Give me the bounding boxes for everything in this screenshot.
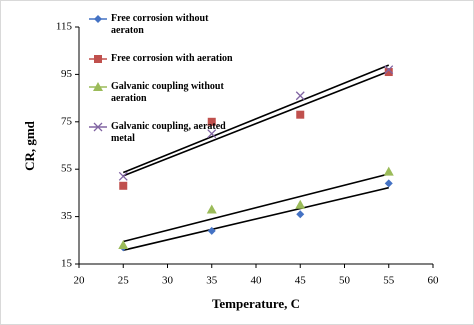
x-tick-label: 25 bbox=[118, 275, 130, 287]
marker bbox=[118, 171, 128, 181]
legend-entry: Free corrosion with aeration bbox=[87, 53, 241, 65]
x-tick-label: 50 bbox=[339, 275, 351, 287]
y-axis-label: CR, gmd bbox=[22, 120, 37, 171]
legend-entry: Galvanic coupling, aerated metal bbox=[87, 121, 241, 145]
marker bbox=[207, 129, 217, 139]
x-axis-label: Temperature, C bbox=[212, 296, 300, 311]
legend-label: Galvanic coupling without aeration bbox=[111, 81, 224, 104]
marker bbox=[384, 65, 394, 75]
legend-swatch bbox=[89, 82, 107, 91]
x-tick-label: 30 bbox=[162, 275, 174, 287]
legend-swatch bbox=[89, 55, 107, 63]
y-tick-label: 115 bbox=[56, 21, 73, 33]
y-tick-label: 35 bbox=[61, 210, 73, 222]
x-tick-label: 35 bbox=[206, 275, 218, 287]
marker bbox=[384, 179, 393, 188]
x-tick-label: 20 bbox=[74, 275, 86, 287]
marker bbox=[94, 55, 102, 63]
marker bbox=[119, 181, 128, 190]
x-tick-label: 45 bbox=[295, 275, 307, 287]
y-tick-label: 55 bbox=[61, 163, 73, 175]
marker bbox=[296, 210, 305, 219]
trendline bbox=[122, 70, 390, 177]
legend-entry: Free corrosion without aeraton bbox=[87, 13, 241, 37]
marker bbox=[295, 199, 306, 209]
legend-label: Galvanic coupling, aerated metal bbox=[111, 121, 226, 144]
legend-swatch bbox=[89, 122, 107, 132]
legend-label: Free corrosion without aeraton bbox=[111, 13, 209, 36]
x-tick-label: 40 bbox=[251, 275, 263, 287]
x-tick-label: 55 bbox=[383, 275, 395, 287]
x-tick-label: 60 bbox=[428, 275, 440, 287]
marker bbox=[118, 240, 129, 250]
marker bbox=[296, 110, 305, 119]
legend-entry: Galvanic coupling without aeration bbox=[87, 81, 241, 105]
legend-label: Free corrosion with aeration bbox=[111, 53, 233, 64]
marker bbox=[93, 122, 103, 132]
marker bbox=[93, 82, 103, 91]
trendline bbox=[123, 186, 389, 252]
trendline bbox=[122, 64, 390, 174]
marker bbox=[206, 204, 217, 214]
y-tick-label: 75 bbox=[61, 115, 73, 127]
marker bbox=[383, 166, 394, 176]
trendline bbox=[123, 173, 389, 243]
marker bbox=[94, 15, 102, 23]
marker bbox=[295, 91, 305, 101]
marker bbox=[384, 68, 393, 77]
y-tick-label: 15 bbox=[61, 258, 73, 270]
marker bbox=[207, 226, 216, 235]
y-tick-label: 95 bbox=[61, 68, 73, 80]
marker bbox=[207, 117, 216, 126]
legend: Free corrosion without aeraton Free corro… bbox=[87, 13, 241, 161]
legend-swatch bbox=[89, 15, 107, 23]
